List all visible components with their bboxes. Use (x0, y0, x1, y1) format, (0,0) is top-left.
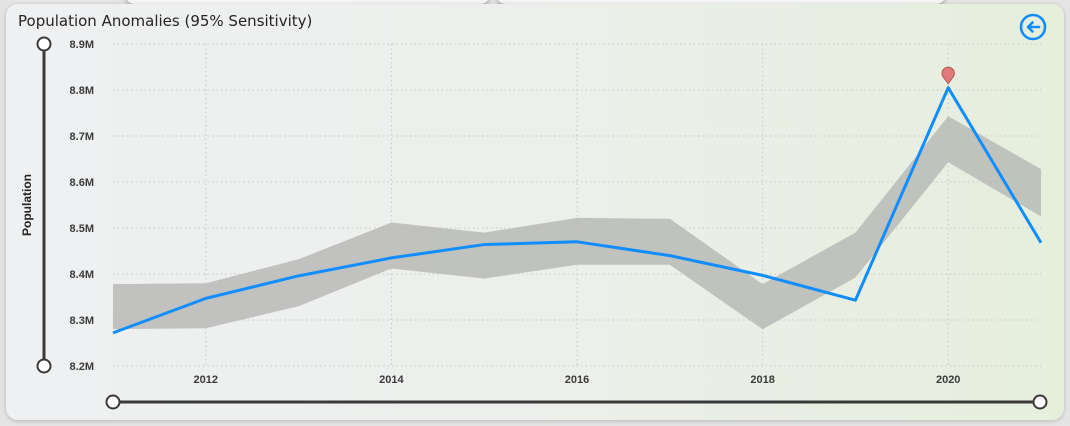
y-zoom-slider-handle-bottom[interactable] (36, 358, 52, 374)
x-tick-label: 2012 (194, 374, 218, 386)
x-zoom-slider-handle-left[interactable] (105, 394, 121, 410)
y-tick-label: 8.9M (70, 39, 94, 51)
population-series-line (112, 86, 1043, 335)
x-tick-label: 2016 (565, 374, 589, 386)
y-tick-label: 8.3M (70, 315, 94, 327)
x-tick-label: 2020 (936, 374, 960, 386)
anomaly-marker[interactable] (941, 66, 955, 85)
tab-stub-right (496, 0, 946, 4)
y-tick-label: 8.8M (70, 85, 94, 97)
x-tick-label: 2018 (750, 374, 774, 386)
back-arrow-icon[interactable] (1018, 12, 1048, 42)
tab-stub-left (125, 0, 490, 4)
y-zoom-slider-handle-top[interactable] (36, 36, 52, 52)
y-tick-label: 8.5M (70, 223, 94, 235)
chart-title: Population Anomalies (95% Sensitivity) (18, 12, 313, 30)
x-zoom-slider-handle-right[interactable] (1032, 394, 1048, 410)
x-tick-label: 2014 (379, 374, 404, 386)
y-axis-title: Population (20, 174, 34, 236)
y-tick-label: 8.4M (70, 269, 94, 281)
y-tick-label: 8.6M (70, 177, 94, 189)
y-tick-label: 8.2M (70, 361, 94, 373)
y-tick-label: 8.7M (70, 131, 94, 143)
expected-range-band (113, 116, 1041, 330)
